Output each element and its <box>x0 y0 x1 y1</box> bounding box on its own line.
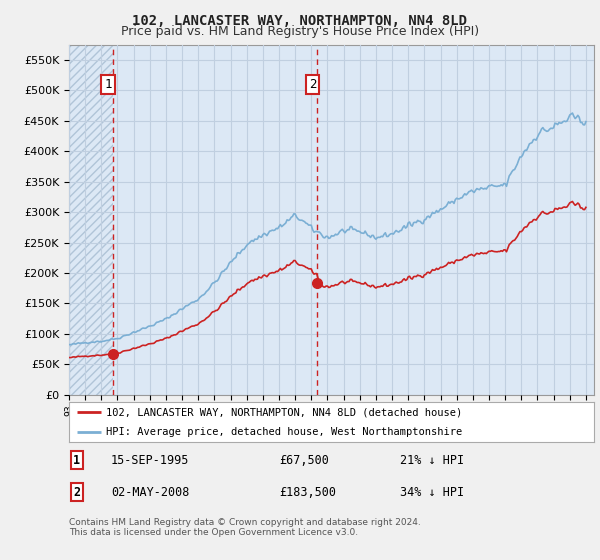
Text: 2: 2 <box>73 486 80 499</box>
Text: 1: 1 <box>73 454 80 466</box>
Text: 15-SEP-1995: 15-SEP-1995 <box>111 454 190 466</box>
Text: Price paid vs. HM Land Registry's House Price Index (HPI): Price paid vs. HM Land Registry's House … <box>121 25 479 38</box>
Text: £183,500: £183,500 <box>279 486 336 499</box>
Text: 34% ↓ HPI: 34% ↓ HPI <box>400 486 464 499</box>
Text: 1: 1 <box>104 78 112 91</box>
Text: £67,500: £67,500 <box>279 454 329 466</box>
Text: Contains HM Land Registry data © Crown copyright and database right 2024.
This d: Contains HM Land Registry data © Crown c… <box>69 518 421 538</box>
Text: 21% ↓ HPI: 21% ↓ HPI <box>400 454 464 466</box>
Text: 102, LANCASTER WAY, NORTHAMPTON, NN4 8LD: 102, LANCASTER WAY, NORTHAMPTON, NN4 8LD <box>133 14 467 28</box>
Text: 102, LANCASTER WAY, NORTHAMPTON, NN4 8LD (detached house): 102, LANCASTER WAY, NORTHAMPTON, NN4 8LD… <box>106 407 462 417</box>
Text: HPI: Average price, detached house, West Northamptonshire: HPI: Average price, detached house, West… <box>106 427 462 437</box>
Text: 2: 2 <box>308 78 316 91</box>
Bar <box>69 45 113 395</box>
Text: 02-MAY-2008: 02-MAY-2008 <box>111 486 190 499</box>
